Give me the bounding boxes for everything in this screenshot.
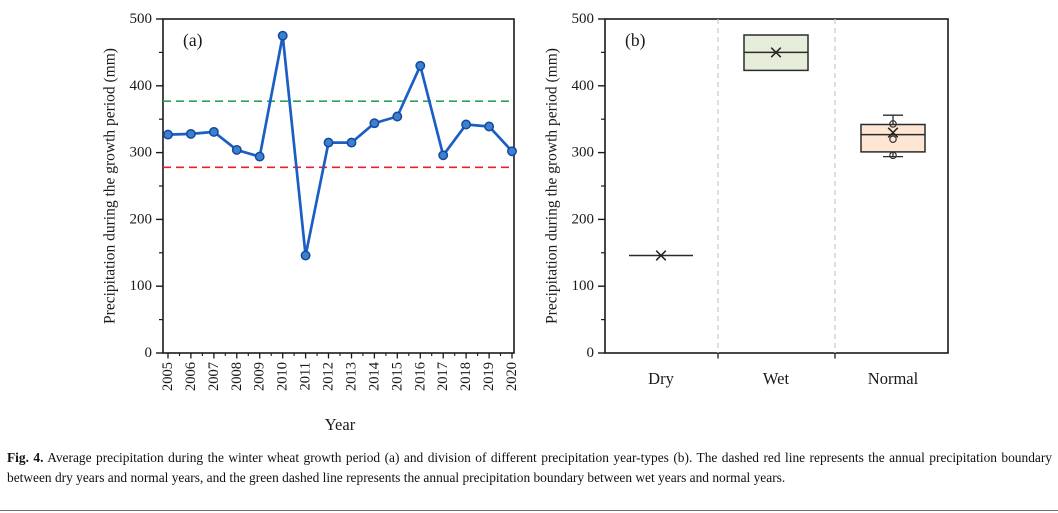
svg-text:400: 400: [572, 78, 595, 94]
svg-text:2013: 2013: [344, 362, 360, 391]
precipitation-series-line: [167, 34, 513, 257]
mean-x-marker: [655, 250, 667, 261]
svg-text:2018: 2018: [458, 362, 474, 391]
data-point-marker: [346, 137, 357, 148]
category-label: Dry: [648, 369, 674, 388]
y-axis-title: Precipitation during the growth period (…: [102, 48, 119, 324]
data-point-marker: [163, 129, 173, 140]
svg-text:0: 0: [587, 345, 595, 361]
svg-text:100: 100: [572, 278, 595, 294]
chart-a-line-plot: 0 100 200 300 400 500 Precipitation during the…: [102, 11, 521, 434]
svg-text:2011: 2011: [298, 362, 314, 390]
plot-frame: [162, 18, 515, 354]
svg-text:100: 100: [130, 278, 153, 294]
svg-text:2020: 2020: [504, 362, 520, 391]
panel-label: (b): [625, 30, 646, 50]
caption-label: Fig. 4.: [7, 450, 44, 465]
caption-text: Average precipitation during the winter …: [7, 450, 1052, 485]
svg-text:2015: 2015: [389, 362, 405, 391]
svg-text:2009: 2009: [252, 362, 268, 391]
y-axis-title: Precipitation during the growth period (…: [544, 48, 561, 324]
mean-x-marker: [770, 47, 782, 58]
svg-text:2005: 2005: [160, 362, 176, 391]
data-point-marker: [323, 137, 334, 148]
svg-text:500: 500: [130, 11, 153, 27]
svg-text:400: 400: [130, 78, 153, 94]
data-point-marker: [484, 121, 495, 132]
chart-b-box-plot: 0 100 200 300 400 500 Precipitation during the…: [544, 11, 949, 388]
panel-label: (a): [183, 30, 203, 50]
svg-text:2012: 2012: [321, 362, 337, 391]
svg-text:0: 0: [145, 345, 153, 361]
svg-text:200: 200: [572, 211, 595, 227]
data-point-marker: [392, 111, 403, 122]
svg-text:2007: 2007: [206, 362, 222, 391]
mean-x-marker: [887, 127, 899, 138]
data-point-circle: [889, 135, 897, 144]
data-point-marker: [507, 146, 517, 157]
data-point-marker: [254, 151, 265, 162]
svg-text:2006: 2006: [183, 362, 199, 391]
svg-text:300: 300: [572, 145, 595, 161]
data-point-marker: [231, 144, 242, 155]
svg-text:500: 500: [572, 11, 595, 27]
svg-text:2014: 2014: [366, 361, 382, 391]
x-axis-title: Year: [325, 415, 356, 434]
x-axis: 2005 2006 2007 2008 2009 2010 2011 2012 2013 2014…: [160, 353, 520, 391]
figure-caption: Fig. 4. Average precipitation during the…: [7, 448, 1052, 487]
data-point-marker: [415, 60, 426, 71]
svg-text:200: 200: [130, 211, 153, 227]
data-point-marker: [300, 250, 311, 261]
svg-text:2017: 2017: [435, 362, 451, 391]
data-point-circle: [889, 151, 897, 160]
y-axis: 0 100 200 300 400 500: [572, 11, 605, 361]
svg-text:2008: 2008: [229, 362, 245, 391]
data-point-marker: [461, 119, 472, 130]
svg-text:2010: 2010: [275, 362, 291, 391]
y-axis: 0 100 200 300 400 500: [130, 11, 163, 361]
category-label: Wet: [763, 369, 790, 388]
svg-text:2019: 2019: [481, 362, 497, 391]
data-point-circle: [889, 120, 897, 128]
data-point-marker: [369, 118, 380, 129]
svg-text:300: 300: [130, 145, 153, 161]
svg-text:2016: 2016: [412, 362, 428, 391]
page-divider: [0, 510, 1058, 511]
data-point-marker: [208, 126, 219, 137]
data-point-marker: [438, 150, 449, 161]
box: [860, 123, 926, 153]
category-label: Normal: [868, 369, 919, 388]
data-point-marker: [185, 128, 196, 139]
data-point-marker: [277, 30, 288, 41]
